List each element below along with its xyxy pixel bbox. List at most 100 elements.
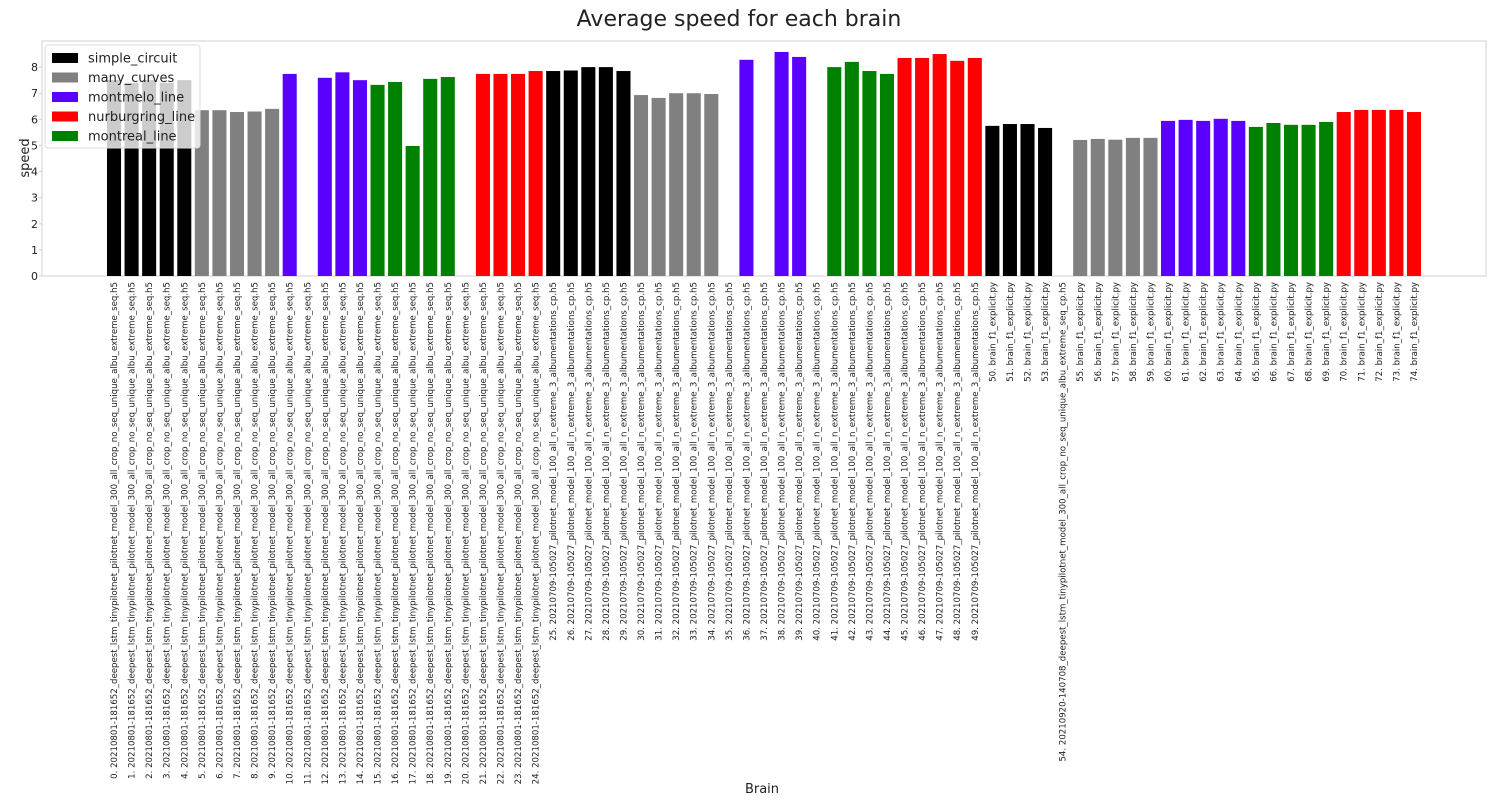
bar [985,125,1000,276]
x-tick-label: 48. 20210709-105027_pilotnet_model_100_a… [953,282,963,641]
x-tick-label: 59. brain_f1_explicit.py [1146,282,1156,382]
bar [792,56,807,276]
x-tick-label: 1. 20210801-181652_deepest_lstm_tinypilo… [128,282,138,779]
bar [581,67,596,276]
x-tick-label: 65. brain_f1_explicit.py [1252,282,1262,382]
bar [1301,124,1316,276]
x-tick-label: 4. 20210801-181652_deepest_lstm_tinypilo… [180,282,190,779]
x-tick-label: 6. 20210801-181652_deepest_lstm_tinypilo… [215,282,225,779]
x-tick-label: 36. 20210709-105027_pilotnet_model_100_a… [742,282,752,641]
bar [967,57,982,276]
y-tick-label: 4 [31,166,38,179]
y-tick-label: 0 [31,270,38,283]
x-tick-label: 62. brain_f1_explicit.py [1199,282,1209,382]
bar [1161,120,1176,277]
x-tick-label: 31. 20210709-105027_pilotnet_model_100_a… [655,282,665,641]
bar [932,54,947,276]
bar [1108,139,1123,276]
bar [598,67,613,276]
x-tick-label: 58. brain_f1_explicit.py [1129,282,1139,382]
x-tick-label: 37. 20210709-105027_pilotnet_model_100_a… [760,282,770,641]
legend-label: montmelo_line [88,91,184,106]
bar [1020,124,1035,277]
x-tick-label: 74. brain_f1_explicit.py [1410,282,1420,382]
legend-swatch [52,92,78,102]
x-tick-label: 16. 20210801-181652_deepest_lstm_tinypil… [391,282,401,784]
legend: simple_circuit many_curves montmelo_linenu… [44,44,201,149]
legend-swatch [52,53,78,63]
bar [563,70,578,276]
y-tick-label: 2 [31,218,38,231]
x-tick-label: 13. 20210801-181652_deepest_lstm_tinypil… [338,282,348,784]
x-tick-label: 9. 20210801-181652_deepest_lstm_tinypilo… [268,282,278,779]
x-tick-label: 29. 20210709-105027_pilotnet_model_100_a… [619,282,629,641]
x-tick-label: 5. 20210801-181652_deepest_lstm_tinypilo… [198,282,208,779]
x-tick-label: 15. 20210801-181652_deepest_lstm_tinypil… [374,282,384,784]
bar [1389,109,1404,276]
bar [616,71,631,277]
bar [634,95,649,276]
legend-swatch [52,131,78,141]
bar [1266,122,1281,276]
x-tick-label: 56. brain_f1_explicit.py [1094,282,1104,382]
x-tick-label: 64. brain_f1_explicit.py [1234,282,1244,382]
x-tick-label: 41. 20210709-105027_pilotnet_model_100_a… [830,282,840,641]
x-tick-label: 32. 20210709-105027_pilotnet_model_100_a… [672,282,682,641]
x-tick-label: 72. brain_f1_explicit.py [1375,282,1385,382]
y-axis-label: speed [18,138,33,177]
y-tick-label: 6 [31,113,38,126]
bar [774,51,789,276]
bar [897,57,912,276]
bar [1125,137,1140,276]
legend-swatch [52,72,78,83]
x-tick-label: 3. 20210801-181652_deepest_lstm_tinypilo… [163,282,173,779]
bar [686,93,701,276]
legend-label: many_curves [88,71,174,86]
x-tick-label: 34. 20210709-105027_pilotnet_model_100_a… [707,282,717,641]
bar [265,108,280,276]
x-tick-label: 18. 20210801-181652_deepest_lstm_tinypil… [426,282,436,784]
bar [1038,127,1053,276]
bar [915,57,930,276]
x-tick-label: 27. 20210709-105027_pilotnet_model_100_a… [584,282,594,641]
x-tick-label: 49. 20210709-105027_pilotnet_model_100_a… [971,282,981,641]
legend-label: nurburgring_line [88,110,195,125]
bar [1371,109,1386,276]
x-tick-label: 33. 20210709-105027_pilotnet_model_100_a… [690,282,700,641]
bar [546,71,561,277]
bar [1231,120,1246,277]
bar [1354,109,1369,276]
legend-box [44,44,201,149]
x-tick-label: 46. 20210709-105027_pilotnet_model_100_a… [918,282,928,641]
plot-frame [41,40,1487,277]
bar [317,77,332,276]
bar [1196,120,1211,277]
bar [879,73,894,277]
x-tick-label: 66. brain_f1_explicit.py [1269,282,1279,382]
chart-title: Average speed for each brain [577,7,902,32]
x-tick-label: 17. 20210801-181652_deepest_lstm_tinypil… [409,282,419,784]
x-tick-label: 69. brain_f1_explicit.py [1322,282,1332,382]
x-tick-label: 22. 20210801-181652_deepest_lstm_tinypil… [496,282,506,784]
bar [739,59,754,276]
legend-swatch [52,111,78,122]
x-tick-label: 57. brain_f1_explicit.py [1111,282,1121,382]
y-tick-label: 7 [31,87,38,100]
y-tick-label: 3 [31,192,38,205]
x-tick-label: 54. 20210920-140708_deepest_lstm_tinypil… [1059,282,1069,762]
bar [1213,118,1228,276]
x-tick-label: 12. 20210801-181652_deepest_lstm_tinypil… [321,282,331,784]
x-tick-label: 0. 20210801-181652_deepest_lstm_tinypilo… [110,282,120,779]
bar [282,73,297,277]
x-tick-label: 35. 20210709-105027_pilotnet_model_100_a… [725,282,735,641]
x-tick-label: 70. brain_f1_explicit.py [1340,282,1350,382]
y-tick-label: 8 [31,61,38,74]
bar [1178,119,1193,276]
bar [493,73,508,277]
bar [1090,138,1105,276]
bar [247,111,262,276]
x-tick-label: 7. 20210801-181652_deepest_lstm_tinypilo… [233,282,243,779]
x-tick-label: 51. brain_f1_explicit.py [1006,282,1016,382]
